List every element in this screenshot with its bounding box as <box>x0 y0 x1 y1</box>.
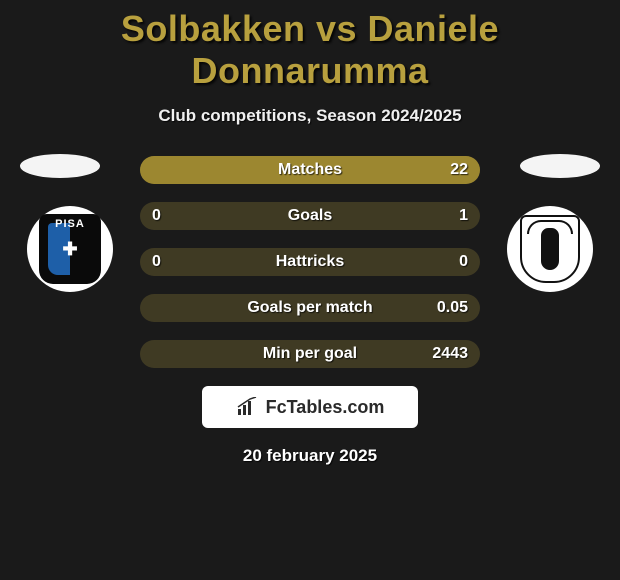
stat-left-value: 0 <box>152 207 161 225</box>
brand-text: FcTables.com <box>266 397 385 418</box>
stat-rows: Matches 22 0 Goals 1 0 Hattricks 0 Goals per mat… <box>140 154 480 368</box>
stat-right-value: 2443 <box>432 345 468 363</box>
stat-right-value: 1 <box>459 207 468 225</box>
stat-label: Hattricks <box>276 253 344 271</box>
country-flag-right <box>520 154 600 178</box>
pisa-logo: PISA ✚ <box>39 214 101 284</box>
pisa-cross-icon: ✚ <box>62 239 77 260</box>
country-flag-left <box>20 154 100 178</box>
stats-zone: PISA ✚ Matches 22 0 Goals 1 0 Hattricks 0 Goals … <box>0 154 620 368</box>
page-title: Solbakken vs Daniele Donnarumma <box>0 8 620 92</box>
stat-right-value: 0 <box>459 253 468 271</box>
stat-label: Goals per match <box>247 299 372 317</box>
date-text: 20 february 2025 <box>0 446 620 466</box>
stat-row: Min per goal 2443 <box>140 340 480 368</box>
stat-label: Goals <box>288 207 332 225</box>
comparison-card: Solbakken vs Daniele Donnarumma Club com… <box>0 0 620 466</box>
subtitle: Club competitions, Season 2024/2025 <box>0 106 620 126</box>
seahorse-icon <box>541 228 559 270</box>
stat-row: Matches 22 <box>140 156 480 184</box>
cesena-logo <box>520 215 580 283</box>
pisa-logo-text: PISA <box>55 218 85 230</box>
stat-right-value: 22 <box>450 161 468 179</box>
brand-badge: FcTables.com <box>202 386 418 428</box>
stat-right-value: 0.05 <box>437 299 468 317</box>
stat-row: Goals per match 0.05 <box>140 294 480 322</box>
club-badge-right <box>507 206 593 292</box>
stat-left-value: 0 <box>152 253 161 271</box>
club-badge-left: PISA ✚ <box>27 206 113 292</box>
stat-label: Min per goal <box>263 345 357 363</box>
stat-row: 0 Hattricks 0 <box>140 248 480 276</box>
stat-label: Matches <box>278 161 342 179</box>
stat-row: 0 Goals 1 <box>140 202 480 230</box>
bar-chart-icon <box>236 397 258 417</box>
